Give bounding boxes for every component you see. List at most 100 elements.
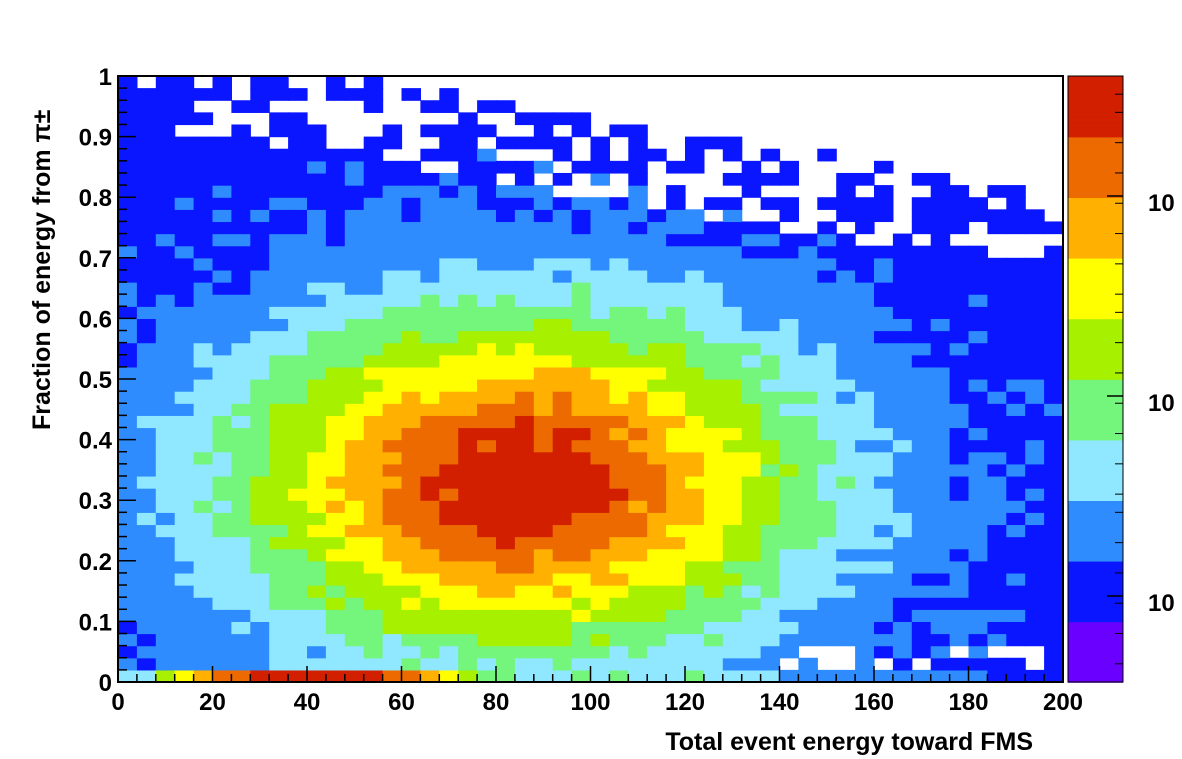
heatmap-cell	[911, 585, 932, 598]
heatmap-cell	[250, 403, 270, 416]
heatmap-cell	[458, 257, 478, 271]
heatmap-cell	[722, 257, 743, 271]
heatmap-cell	[118, 548, 138, 562]
heatmap-cell	[609, 233, 629, 247]
heatmap-cell	[968, 633, 988, 647]
heatmap-cell	[722, 572, 743, 586]
heatmap-cell	[193, 403, 214, 416]
heatmap-cell	[874, 500, 894, 513]
heatmap-cell	[496, 439, 516, 453]
heatmap-cell	[930, 645, 951, 659]
heatmap-cell	[666, 185, 686, 198]
heatmap-cell	[307, 209, 327, 223]
heatmap-cell	[722, 536, 743, 550]
heatmap-cell	[477, 197, 497, 210]
heatmap-cell	[269, 548, 289, 562]
heatmap-cell	[855, 597, 875, 610]
heatmap-cell	[609, 342, 629, 356]
heatmap-cell	[477, 354, 497, 368]
heatmap-cell	[930, 524, 951, 538]
heatmap-cell	[930, 512, 951, 526]
colorbar-segment	[1068, 530, 1123, 537]
heatmap-cell	[458, 209, 478, 223]
heatmap-cell	[250, 512, 270, 526]
heatmap-cell	[930, 488, 951, 501]
heatmap-cell	[439, 463, 459, 477]
heatmap-cell	[533, 475, 554, 489]
heatmap-cell	[439, 366, 459, 380]
heatmap-cell	[911, 354, 932, 368]
heatmap-cell	[911, 609, 932, 622]
heatmap-cell	[325, 257, 346, 271]
heatmap-cell	[514, 645, 535, 659]
heatmap-cell	[571, 379, 592, 392]
heatmap-cell	[363, 282, 384, 295]
heatmap-cell	[288, 597, 308, 610]
heatmap-cell	[269, 609, 289, 622]
heatmap-cell	[930, 245, 951, 259]
heatmap-cell	[1025, 366, 1045, 380]
heatmap-cell	[118, 185, 138, 198]
heatmap-cell	[949, 560, 970, 574]
heatmap-cell	[798, 597, 818, 610]
heatmap-cell	[817, 391, 837, 404]
heatmap-cell	[685, 451, 705, 465]
heatmap-cell	[269, 294, 289, 307]
heatmap-cell	[628, 439, 648, 453]
heatmap-cell	[325, 172, 346, 186]
heatmap-cell	[628, 269, 648, 283]
heatmap-cell	[250, 342, 270, 356]
heatmap-cell	[307, 536, 327, 550]
heatmap-cell	[628, 415, 648, 429]
heatmap-cell	[250, 391, 270, 404]
heatmap-cell	[892, 585, 913, 598]
heatmap-cell	[439, 209, 459, 223]
heatmap-cell	[420, 548, 440, 562]
heatmap-cell	[817, 330, 837, 344]
colorbar-segment	[1068, 409, 1123, 416]
heatmap-cell	[118, 463, 138, 477]
heatmap-cell	[987, 572, 1007, 586]
colorbar-segment	[1068, 505, 1123, 512]
heatmap-cell	[609, 451, 629, 465]
heatmap-cell	[288, 560, 308, 574]
heatmap-cell	[514, 354, 535, 368]
heatmap-cell	[193, 88, 214, 101]
colorbar-segment	[1068, 550, 1123, 557]
heatmap-cell	[533, 306, 554, 319]
heatmap-cell	[155, 415, 176, 429]
heatmap-cell	[212, 379, 232, 392]
heatmap-cell	[552, 330, 573, 344]
heatmap-cell	[892, 475, 913, 489]
heatmap-cell	[118, 560, 138, 574]
heatmap-cell	[288, 609, 308, 622]
heatmap-cell	[817, 560, 837, 574]
heatmap-cell	[722, 233, 743, 247]
heatmap-cell	[628, 548, 648, 562]
heatmap-cell	[855, 657, 875, 671]
heatmap-cell	[987, 657, 1007, 671]
heatmap-cell	[344, 500, 365, 513]
heatmap-cell	[193, 415, 214, 429]
heatmap-cell	[382, 585, 403, 598]
heatmap-cell	[552, 233, 573, 247]
heatmap-cell	[174, 451, 195, 465]
heatmap-cell	[439, 536, 459, 550]
heatmap-cell	[703, 512, 724, 526]
heatmap-cell	[250, 475, 270, 489]
heatmap-cell	[1006, 488, 1026, 501]
heatmap-cell	[193, 512, 214, 526]
heatmap-cell	[1006, 427, 1026, 441]
heatmap-cell	[685, 597, 705, 610]
heatmap-cell	[420, 172, 440, 186]
heatmap-cell	[722, 548, 743, 562]
heatmap-cell	[760, 366, 781, 380]
heatmap-cell	[363, 185, 384, 198]
heatmap-cell	[155, 136, 176, 150]
heatmap-cell	[269, 269, 289, 283]
heatmap-cell	[685, 609, 705, 622]
heatmap-cell	[968, 366, 988, 380]
x-tick-label: 80	[483, 689, 510, 716]
heatmap-cell	[552, 391, 573, 404]
colorbar-segment	[1068, 424, 1123, 431]
